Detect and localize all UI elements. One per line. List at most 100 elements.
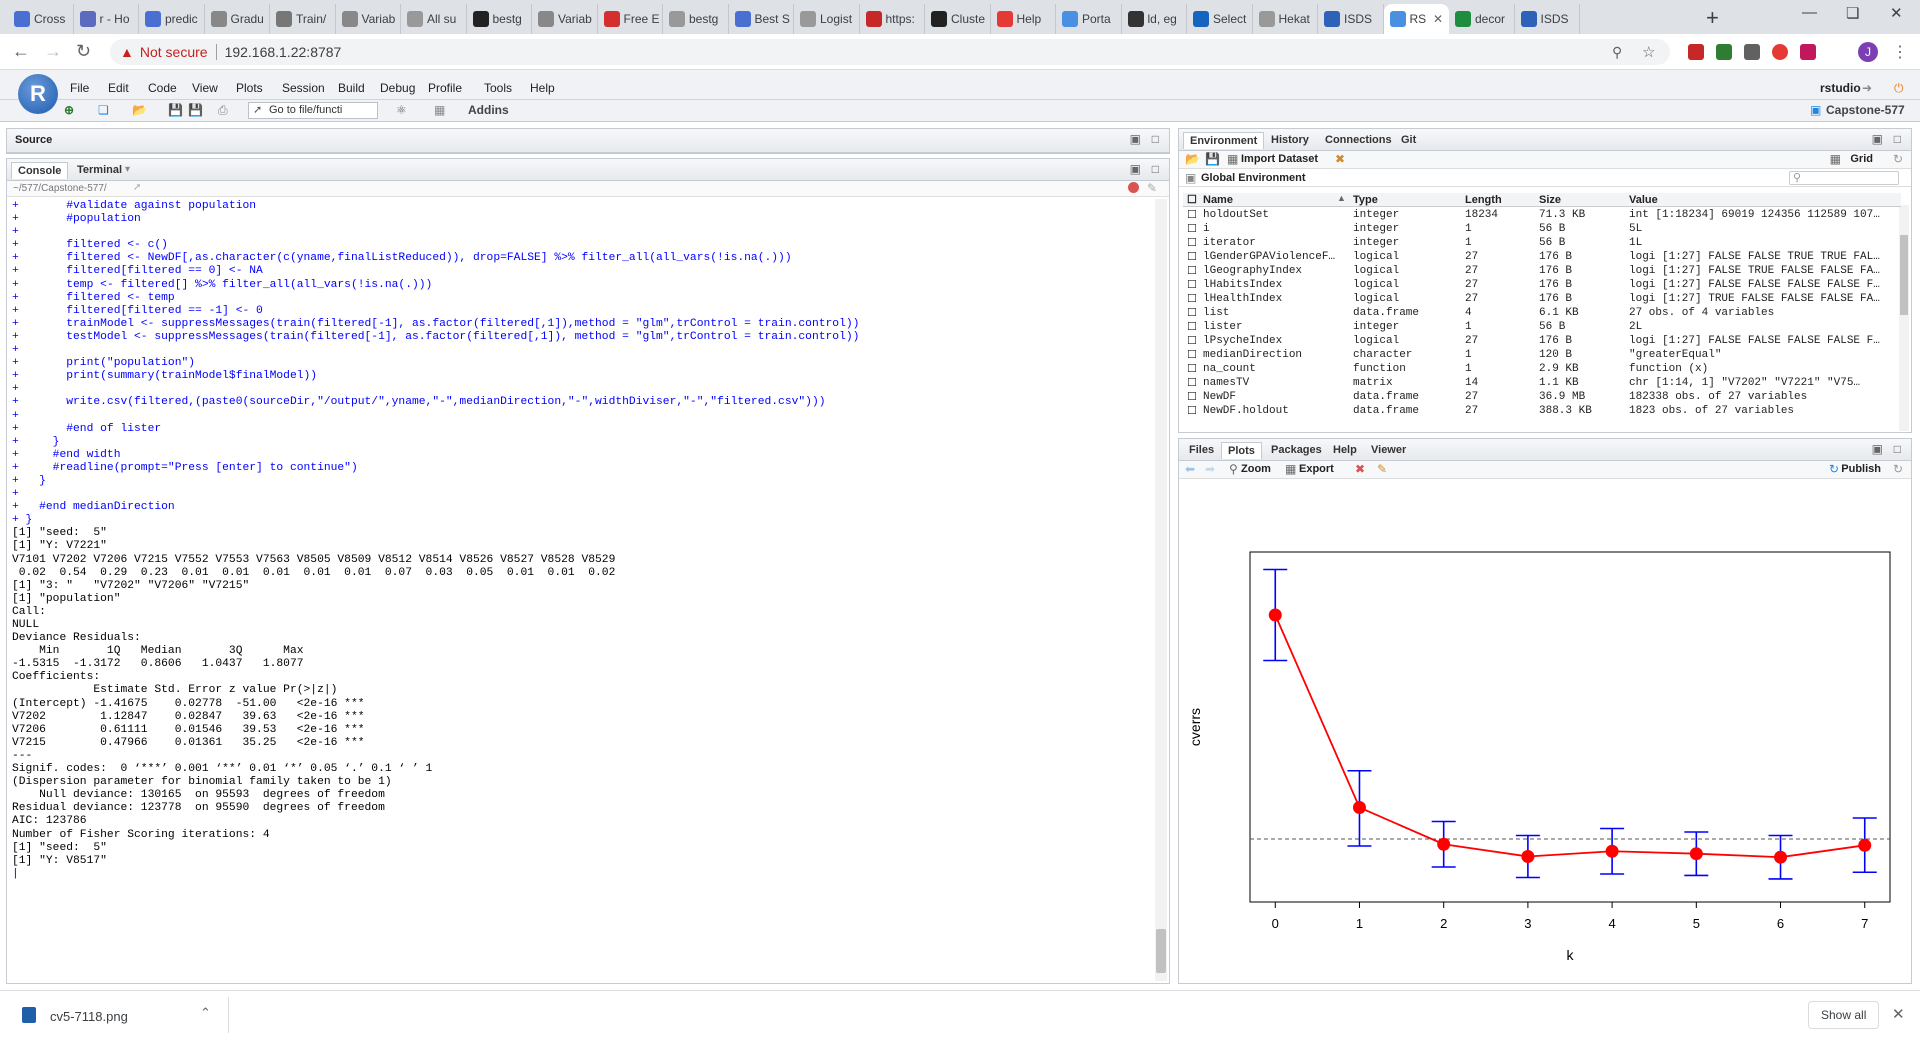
minimize-icon[interactable]: — xyxy=(1802,4,1817,21)
tab-git[interactable]: Git xyxy=(1401,134,1417,146)
col-type[interactable]: Type xyxy=(1353,194,1378,206)
env-row[interactable]: ☐ lHealthIndex logical 27 176 B logi [1:27] T… xyxy=(1183,292,1901,306)
row-checkbox[interactable]: ☐ xyxy=(1187,334,1197,347)
row-checkbox[interactable]: ☐ xyxy=(1187,362,1197,375)
row-checkbox[interactable]: ☐ xyxy=(1187,236,1197,249)
browser-tab[interactable]: Variab xyxy=(532,4,598,34)
save-all-icon[interactable]: 💾 xyxy=(188,103,203,117)
bookmark-star-icon[interactable]: ☆ xyxy=(1642,44,1656,61)
browser-tab[interactable]: Select xyxy=(1187,4,1253,34)
zoom-button[interactable]: Zoom xyxy=(1241,463,1271,475)
browser-tab[interactable]: RS ✕ xyxy=(1383,4,1449,34)
grid-view-button[interactable]: Grid xyxy=(1850,153,1873,165)
save-icon[interactable]: 💾 xyxy=(168,103,183,117)
browser-tab[interactable]: ISDS xyxy=(1515,4,1580,34)
more-menu-icon[interactable]: ⋮ xyxy=(1892,44,1908,61)
browser-tab[interactable]: Porta xyxy=(1056,4,1122,34)
minimize-pane-icon[interactable]: ▣ xyxy=(1129,162,1141,176)
env-row[interactable]: ☐ iterator integer 1 56 B 1L xyxy=(1183,236,1901,250)
browser-tab[interactable]: Cluste xyxy=(925,4,991,34)
new-tab-button[interactable]: + xyxy=(1706,5,1719,30)
menu-help[interactable]: Help xyxy=(530,81,555,95)
browser-tab[interactable]: Cross xyxy=(8,4,74,34)
extension-icon[interactable] xyxy=(1716,44,1732,60)
close-downloads-icon[interactable]: ✕ xyxy=(1892,1006,1905,1023)
row-checkbox[interactable]: ☐ xyxy=(1187,404,1197,417)
instagram-extension-icon[interactable] xyxy=(1800,44,1816,60)
select-all-checkbox[interactable]: ☐ xyxy=(1187,194,1197,206)
browser-tab[interactable]: bestg xyxy=(663,4,729,34)
print-icon[interactable]: ⎙ xyxy=(218,103,228,117)
show-all-button[interactable]: Show all xyxy=(1808,1001,1880,1029)
env-scrollbar[interactable] xyxy=(1899,205,1909,431)
browser-tab[interactable]: All su xyxy=(401,4,467,34)
maximize-pane-icon[interactable]: □ xyxy=(1893,442,1901,456)
browser-tab[interactable]: decor xyxy=(1449,4,1515,34)
refresh-icon[interactable]: ↻ xyxy=(1892,462,1903,476)
col-value[interactable]: Value xyxy=(1629,194,1658,206)
menu-tools[interactable]: Tools xyxy=(484,81,513,95)
menu-session[interactable]: Session xyxy=(282,81,325,95)
clear-plots-icon[interactable]: ✎ xyxy=(1377,462,1388,476)
profile-avatar[interactable]: J xyxy=(1858,42,1878,62)
omnibox[interactable]: ▲ Not secure 192.168.1.22:8787 xyxy=(110,39,1670,65)
browser-tab[interactable]: Logist xyxy=(794,4,860,34)
row-checkbox[interactable]: ☐ xyxy=(1187,306,1197,319)
env-row[interactable]: ☐ namesTV matrix 14 1.1 KB chr [1:14, 1] "V72… xyxy=(1183,376,1901,390)
console-scrollbar[interactable] xyxy=(1155,199,1167,981)
row-checkbox[interactable]: ☐ xyxy=(1187,250,1197,263)
browser-tab[interactable]: Hekat xyxy=(1253,4,1318,34)
env-row[interactable]: ☐ lGeographyIndex logical 27 176 B logi [1:27… xyxy=(1183,264,1901,278)
minimize-pane-icon[interactable]: ▣ xyxy=(1129,132,1141,146)
env-row[interactable]: ☐ medianDirection character 1 120 B "greaterE… xyxy=(1183,348,1901,362)
clear-workspace-icon[interactable]: ✖ xyxy=(1335,152,1346,166)
tab-history[interactable]: History xyxy=(1271,134,1309,146)
close-tab-icon[interactable]: ✕ xyxy=(1432,12,1443,26)
vcs-icon[interactable]: ⚛ xyxy=(396,103,407,117)
refresh-icon[interactable]: ↻ xyxy=(1892,152,1903,166)
security-label[interactable]: Not secure xyxy=(139,44,208,60)
browser-tab[interactable]: Free E xyxy=(598,4,663,34)
back-icon[interactable]: ← xyxy=(12,41,30,61)
row-checkbox[interactable]: ☐ xyxy=(1187,278,1197,291)
env-row[interactable]: ☐ lPsycheIndex logical 27 176 B logi [1:27] F… xyxy=(1183,334,1901,348)
env-row[interactable]: ☐ lHabitsIndex logical 27 176 B logi [1:27] F… xyxy=(1183,278,1901,292)
env-search-input[interactable]: ⚲ xyxy=(1789,171,1899,185)
load-workspace-icon[interactable]: 📂 xyxy=(1185,152,1200,166)
forward-icon[interactable]: → xyxy=(44,41,62,61)
layout-grid-icon[interactable]: ▦ xyxy=(434,103,446,117)
export-button[interactable]: Export xyxy=(1299,463,1334,475)
maximize-pane-icon[interactable]: □ xyxy=(1893,132,1901,146)
menu-plots[interactable]: Plots xyxy=(236,81,263,95)
row-checkbox[interactable]: ☐ xyxy=(1187,348,1197,361)
env-row[interactable]: ☐ lGenderGPAViolenceF… logical 27 176 B logi … xyxy=(1183,250,1901,264)
env-row[interactable]: ☐ NewDF data.frame 27 36.9 MB 182338 obs. of … xyxy=(1183,390,1901,404)
tab-terminal[interactable]: Terminal xyxy=(77,164,123,176)
tab-connections[interactable]: Connections xyxy=(1325,134,1392,146)
browser-tab[interactable]: Gradu xyxy=(205,4,270,34)
signout-icon[interactable]: ➜ xyxy=(1862,81,1873,95)
maximize-pane-icon[interactable]: □ xyxy=(1151,132,1159,146)
extension-icon[interactable] xyxy=(1772,44,1788,60)
new-file-icon[interactable]: ⊕ xyxy=(64,103,75,117)
tab-plots[interactable]: Plots xyxy=(1221,442,1262,459)
row-checkbox[interactable]: ☐ xyxy=(1187,376,1197,389)
restore-icon[interactable]: ❏ xyxy=(1846,5,1860,22)
scrollbar-thumb[interactable] xyxy=(1900,235,1908,315)
tab-viewer[interactable]: Viewer xyxy=(1371,444,1407,456)
remove-plot-icon[interactable]: ✖ xyxy=(1355,462,1366,476)
close-window-icon[interactable]: ✕ xyxy=(1890,5,1903,22)
console-prompt[interactable]: | xyxy=(12,867,19,880)
prev-plot-icon[interactable]: ⬅ xyxy=(1185,462,1196,476)
new-project-icon[interactable]: ❏ xyxy=(98,103,109,117)
import-dataset-button[interactable]: Import Dataset xyxy=(1241,153,1319,165)
console-output[interactable]: + #validate against population + #populat… xyxy=(12,200,1162,980)
minimize-pane-icon[interactable]: ▣ xyxy=(1871,132,1883,146)
browser-tab[interactable]: Best S xyxy=(729,4,794,34)
sort-icon[interactable]: ▲ xyxy=(1337,193,1346,203)
save-workspace-icon[interactable]: 💾 xyxy=(1205,152,1220,166)
env-row[interactable]: ☐ holdoutSet integer 18234 71.3 KB int [1:182… xyxy=(1183,208,1901,222)
browser-tab[interactable]: Help xyxy=(991,4,1056,34)
env-row[interactable]: ☐ na_count function 1 2.9 KB function (x) xyxy=(1183,362,1901,376)
scrollbar-thumb[interactable] xyxy=(1156,929,1166,973)
